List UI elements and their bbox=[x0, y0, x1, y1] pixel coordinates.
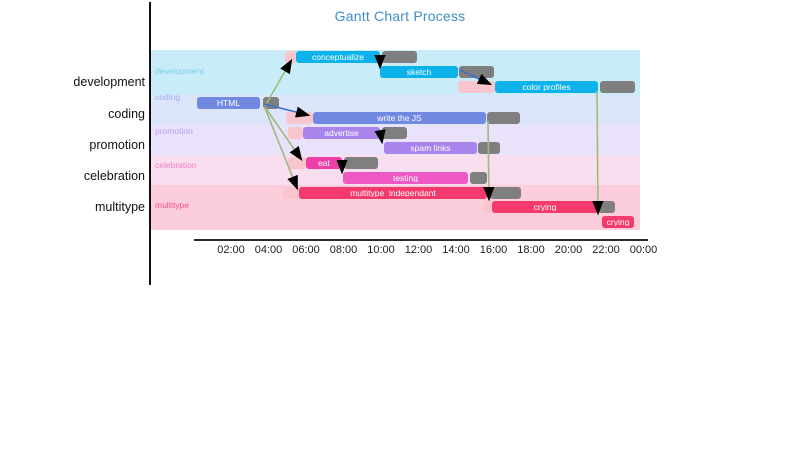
task-bar-eat: eat bbox=[306, 157, 342, 169]
axis-label-celebration: celebration bbox=[83, 169, 145, 183]
task-label-advertise: advertise bbox=[324, 128, 359, 138]
section-title-inside-coding: coding bbox=[155, 92, 181, 102]
task-tail-conceptualize bbox=[382, 51, 417, 63]
task-bar-sketch: sketch bbox=[380, 66, 458, 78]
task-bar-crying: crying bbox=[492, 201, 598, 213]
x-tick-04-00: 04:00 bbox=[254, 244, 283, 256]
task-label-crying: crying bbox=[606, 217, 630, 227]
task-lead-write-the-js bbox=[286, 112, 313, 124]
x-tick-06-00: 06:00 bbox=[292, 244, 320, 256]
task-bar-write-the-js: write the JS bbox=[313, 112, 486, 124]
task-label-write-the-js: write the JS bbox=[377, 113, 422, 123]
section-title-inside-celebration: celebration bbox=[155, 160, 197, 170]
task-label-testing: testing bbox=[392, 173, 419, 183]
x-tick-20-00: 20:00 bbox=[554, 244, 583, 256]
task-bar-color-profiles: color profiles bbox=[495, 81, 598, 93]
y-axis-line bbox=[149, 2, 151, 285]
x-tick-00-00: 00:00 bbox=[629, 244, 658, 256]
x-tick-18-00: 18:00 bbox=[517, 244, 545, 256]
task-bar-advertise: advertise bbox=[303, 127, 380, 139]
x-tick-02-00: 02:00 bbox=[217, 244, 245, 256]
task-lead-advertise bbox=[288, 127, 303, 139]
task-label-crying: crying bbox=[533, 202, 557, 212]
axis-label-multitype: multitype bbox=[94, 200, 145, 214]
task-label-sketch: sketch bbox=[406, 67, 432, 77]
task-bar-spam-links: spam links bbox=[384, 142, 477, 154]
task-tail-spam-links bbox=[478, 142, 500, 154]
x-tick-12-00: 12:00 bbox=[404, 244, 433, 256]
task-bar-crying: crying bbox=[602, 216, 634, 228]
x-tick-08-00: 08:00 bbox=[329, 244, 358, 256]
task-bar-testing: testing bbox=[343, 172, 468, 184]
task-tail-crying bbox=[598, 201, 615, 213]
axis-label-development: development bbox=[73, 75, 145, 89]
task-label-multitype-independant: multitype_independant bbox=[350, 188, 436, 198]
task-tail-testing bbox=[470, 172, 487, 184]
x-tick-16-00: 16:00 bbox=[479, 244, 508, 256]
task-lead-crying bbox=[483, 201, 492, 213]
task-tail-eat bbox=[344, 157, 378, 169]
task-label-conceptualize: conceptualize bbox=[312, 52, 364, 62]
chart-title: Gantt Chart Process bbox=[334, 8, 466, 24]
task-tail-sketch bbox=[459, 66, 494, 78]
x-tick-14-00: 14:00 bbox=[442, 244, 470, 256]
section-title-inside-development: development bbox=[155, 66, 204, 76]
x-axis-line bbox=[194, 239, 648, 241]
x-tick-10-00: 10:00 bbox=[367, 244, 395, 256]
task-lead-multitype-independant bbox=[283, 187, 299, 199]
section-title-inside-multitype: multitype bbox=[155, 200, 190, 210]
axis-label-coding: coding bbox=[108, 107, 145, 121]
section-title-inside-promotion: promotion bbox=[155, 126, 193, 136]
task-tail-advertise bbox=[382, 127, 407, 139]
task-label-html: HTML bbox=[216, 98, 241, 108]
task-lead-eat bbox=[288, 157, 306, 169]
task-bar-conceptualize: conceptualize bbox=[296, 51, 380, 63]
task-tail-write-the-js bbox=[487, 112, 520, 124]
task-bar-html: HTML bbox=[197, 97, 260, 109]
task-bar-multitype-independant: multitype_independant bbox=[299, 187, 487, 199]
task-tail-html bbox=[263, 97, 279, 109]
task-label-color-profiles: color profiles bbox=[522, 82, 571, 92]
axis-label-promotion: promotion bbox=[89, 138, 145, 152]
task-label-spam-links: spam links bbox=[410, 143, 451, 153]
task-tail-color-profiles bbox=[600, 81, 635, 93]
task-tail-multitype-independant bbox=[490, 187, 521, 199]
x-tick-22-00: 22:00 bbox=[592, 244, 620, 256]
task-lead-color-profiles bbox=[458, 81, 495, 93]
task-lead-conceptualize bbox=[285, 51, 296, 63]
task-label-eat: eat bbox=[318, 158, 330, 168]
